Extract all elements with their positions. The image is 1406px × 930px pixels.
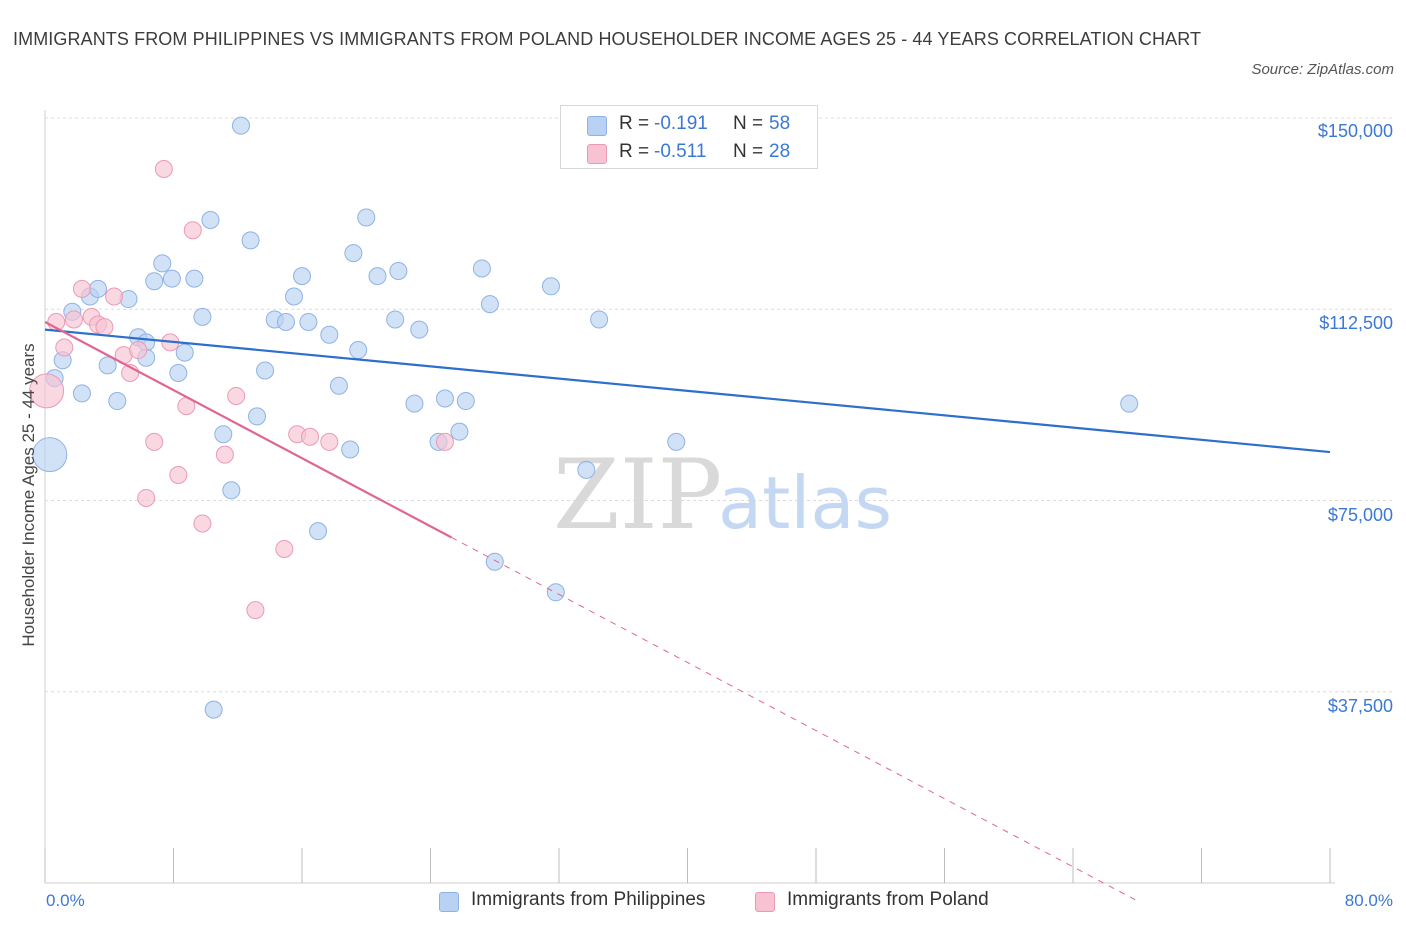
- data-point-philippines: [341, 440, 360, 459]
- r-value: -0.191: [654, 113, 708, 134]
- data-point-philippines: [299, 313, 318, 331]
- data-point-philippines: [145, 272, 164, 291]
- data-point-philippines: [153, 254, 172, 273]
- data-point-philippines: [108, 392, 127, 411]
- data-point-poland: [320, 432, 339, 451]
- n-label: N =: [733, 113, 764, 134]
- data-point-philippines: [231, 116, 250, 135]
- data-point-philippines: [590, 310, 609, 329]
- data-point-philippines: [309, 522, 328, 541]
- y-tick-label: $37,500: [1327, 696, 1393, 716]
- data-point-philippines: [248, 407, 267, 426]
- data-point-philippines: [175, 343, 194, 362]
- chart-title: IMMIGRANTS FROM PHILIPPINES VS IMMIGRANT…: [13, 29, 1202, 49]
- y-axis-label: Householder Income Ages 25 - 44 years: [19, 343, 38, 647]
- data-point-poland: [227, 386, 246, 405]
- data-point-philippines: [357, 208, 376, 227]
- data-point-philippines: [368, 267, 387, 286]
- legend-swatch-blue: [439, 892, 459, 912]
- watermark-atlas: atlas: [718, 461, 892, 545]
- legend-swatch-blue: [587, 116, 607, 136]
- data-point-philippines: [214, 425, 233, 444]
- data-point-poland: [246, 601, 265, 620]
- data-point-philippines: [293, 267, 311, 286]
- data-point-poland: [154, 160, 173, 178]
- data-point-poland: [72, 279, 91, 298]
- data-point-philippines: [456, 392, 475, 411]
- data-point-poland: [301, 427, 320, 446]
- data-point-poland: [215, 445, 234, 464]
- r-label: R =: [619, 113, 650, 134]
- data-point-philippines: [1120, 394, 1139, 413]
- y-tick-label: $112,500: [1319, 313, 1393, 333]
- data-point-philippines: [410, 320, 429, 339]
- series-name: Immigrants from Philippines: [471, 889, 706, 910]
- data-point-philippines: [344, 244, 363, 263]
- r-label: R =: [619, 141, 650, 162]
- data-point-philippines: [389, 262, 408, 280]
- y-tick-label: $75,000: [1327, 505, 1393, 525]
- data-point-poland: [64, 310, 83, 329]
- r-value: -0.511: [654, 141, 707, 162]
- data-point-philippines: [72, 384, 91, 403]
- data-point-philippines: [450, 422, 469, 441]
- data-point-philippines: [169, 364, 188, 382]
- data-point-philippines: [472, 259, 491, 278]
- watermark-zip: ZIP: [553, 439, 722, 551]
- data-point-philippines: [485, 552, 504, 571]
- data-point-philippines: [256, 361, 275, 380]
- data-point-philippines: [162, 269, 181, 288]
- trend-line-poland: [44, 321, 452, 539]
- data-point-philippines: [386, 310, 405, 329]
- data-point-poland: [137, 488, 156, 507]
- x-tick-label-max: 80.0%: [1344, 891, 1393, 910]
- data-point-poland: [29, 373, 65, 409]
- data-point-philippines: [329, 376, 348, 395]
- data-point-philippines: [32, 437, 68, 473]
- data-point-philippines: [241, 231, 260, 250]
- trend-line-extension-poland: [451, 536, 1138, 902]
- source-credit: Source: ZipAtlas.com: [1251, 61, 1394, 78]
- data-point-poland: [55, 338, 74, 357]
- n-label: N =: [733, 141, 764, 162]
- data-point-poland: [145, 432, 164, 451]
- data-point-philippines: [89, 279, 108, 298]
- data-point-poland: [95, 318, 114, 337]
- data-point-poland: [193, 514, 212, 533]
- data-point-philippines: [667, 432, 686, 451]
- n-value: 28: [769, 141, 791, 162]
- n-value: 58: [769, 113, 791, 134]
- data-point-philippines: [98, 356, 117, 375]
- data-point-poland: [435, 432, 454, 451]
- y-tick-label: $150,000: [1317, 121, 1393, 141]
- data-point-philippines: [193, 307, 212, 326]
- data-point-philippines: [284, 287, 303, 306]
- legend-swatch-pink: [755, 892, 775, 912]
- data-point-philippines: [349, 341, 368, 360]
- data-point-philippines: [204, 700, 223, 719]
- data-point-philippines: [546, 583, 565, 602]
- data-point-philippines: [435, 389, 454, 408]
- data-point-philippines: [320, 325, 339, 344]
- correlation-legend: R = -0.191 N = 58 R = -0.511 N = 28: [560, 105, 818, 169]
- data-point-philippines: [222, 481, 241, 500]
- data-point-philippines: [480, 295, 499, 314]
- data-point-poland: [183, 221, 202, 240]
- data-point-poland: [129, 341, 148, 360]
- trend-line-philippines: [44, 328, 1331, 454]
- data-point-philippines: [185, 269, 204, 288]
- data-point-poland: [169, 466, 188, 484]
- data-point-philippines: [541, 277, 560, 296]
- data-point-philippines: [577, 460, 596, 479]
- data-point-poland: [105, 287, 124, 306]
- data-point-philippines: [405, 394, 424, 413]
- series-name: Immigrants from Poland: [787, 889, 989, 910]
- x-tick-label-min: 0.0%: [46, 891, 85, 910]
- data-point-philippines: [201, 211, 220, 229]
- legend-swatch-pink: [587, 144, 607, 164]
- data-point-philippines: [276, 313, 295, 331]
- data-point-poland: [275, 539, 294, 558]
